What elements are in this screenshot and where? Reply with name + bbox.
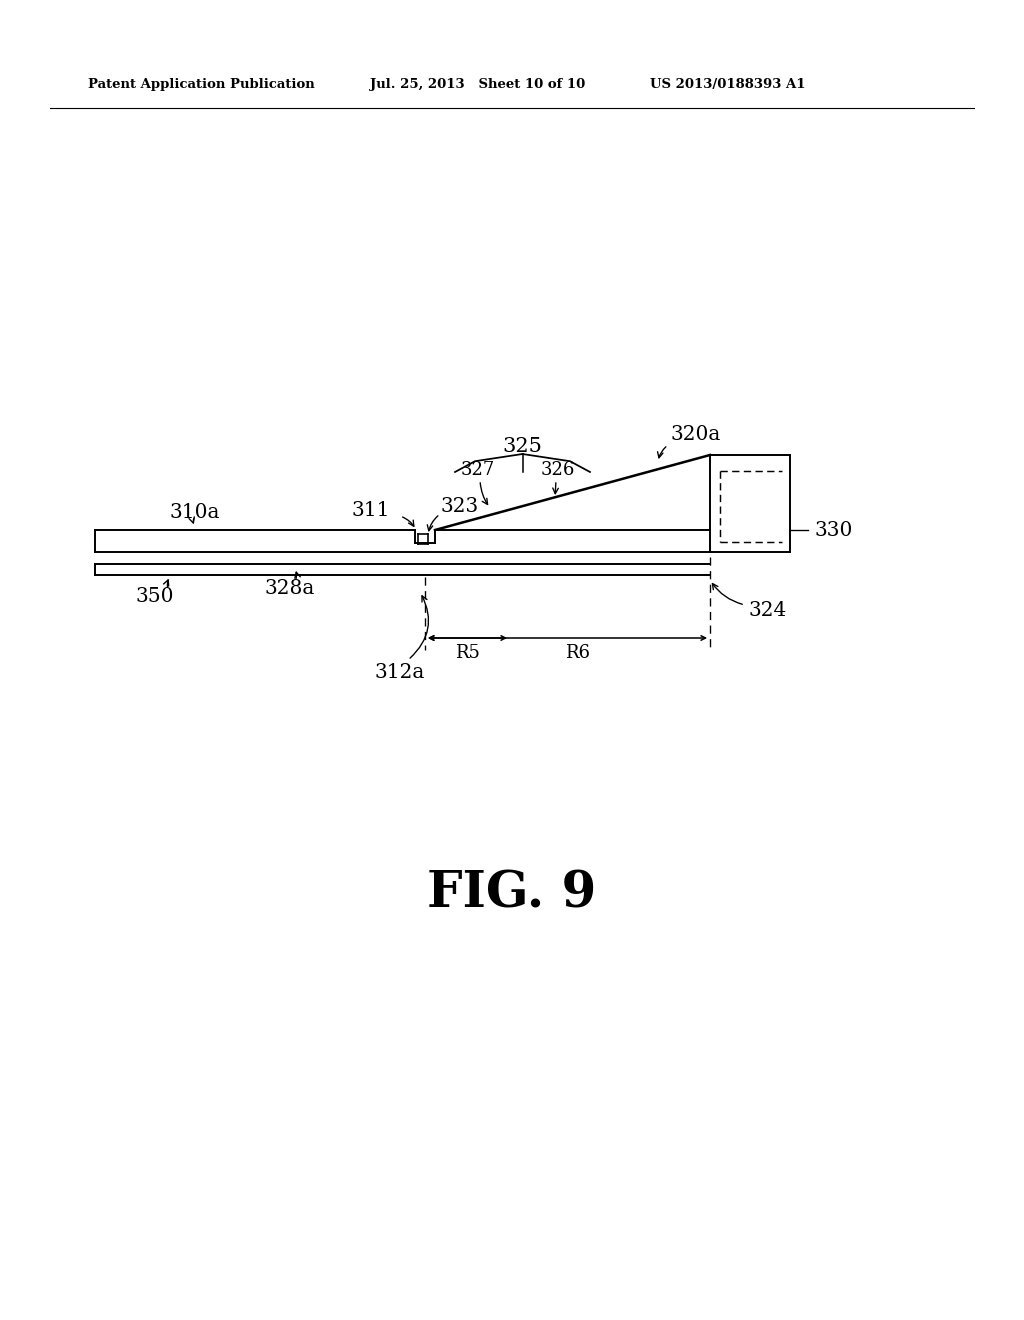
- Text: FIG. 9: FIG. 9: [427, 870, 597, 919]
- Text: 312a: 312a: [375, 663, 425, 681]
- Text: Jul. 25, 2013   Sheet 10 of 10: Jul. 25, 2013 Sheet 10 of 10: [370, 78, 586, 91]
- Text: 328a: 328a: [265, 578, 315, 598]
- Text: 330: 330: [815, 520, 853, 540]
- Text: US 2013/0188393 A1: US 2013/0188393 A1: [650, 78, 806, 91]
- Text: 320a: 320a: [670, 425, 720, 445]
- Text: 350: 350: [136, 586, 174, 606]
- Text: 311: 311: [351, 500, 390, 520]
- Text: 325: 325: [502, 437, 542, 457]
- Text: R5: R5: [455, 644, 479, 663]
- Text: 323: 323: [440, 498, 478, 516]
- Text: 326: 326: [541, 461, 575, 479]
- Text: Patent Application Publication: Patent Application Publication: [88, 78, 314, 91]
- Text: R6: R6: [565, 644, 591, 663]
- Text: 327: 327: [461, 461, 496, 479]
- Text: 310a: 310a: [170, 503, 220, 521]
- Text: 324: 324: [748, 601, 786, 619]
